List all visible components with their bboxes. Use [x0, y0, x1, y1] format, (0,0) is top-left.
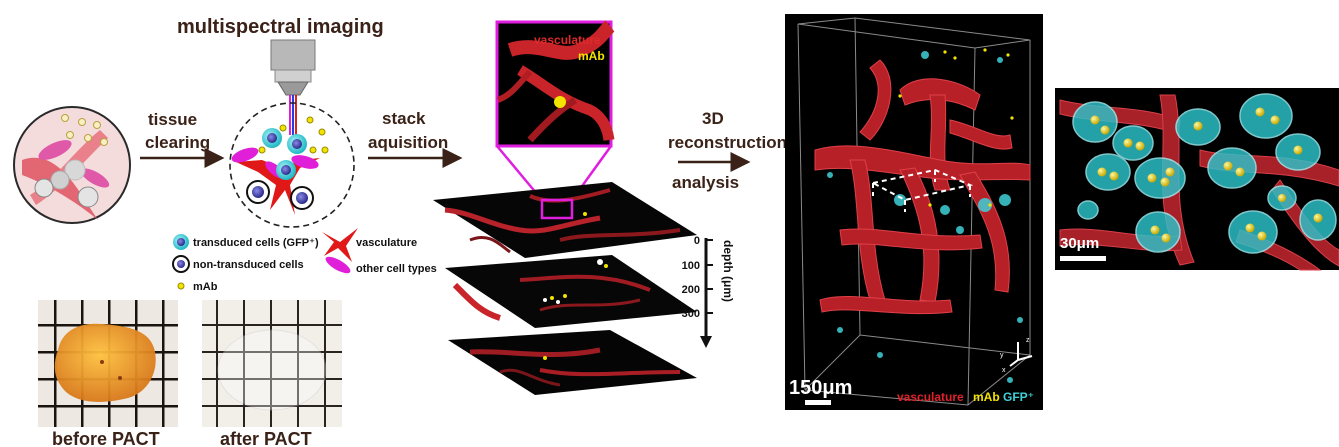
depth-tick-0: 0 [694, 235, 700, 247]
after-pact-label: after PACT [220, 429, 312, 447]
render-legend-vasculature: vasculature [897, 390, 964, 404]
depth-axis-label: depth (μm) [721, 240, 735, 302]
before-pact-label: before PACT [52, 429, 160, 447]
legend-mab-icon [177, 282, 185, 290]
axis-z-label: z [1026, 337, 1030, 344]
tissue-sample [13, 106, 131, 224]
axis-triad-icon [1009, 342, 1033, 367]
render-legend-gfp: GFP⁺ [1003, 390, 1034, 404]
legend-transduced-label: transduced cells (GFP⁺) [193, 237, 319, 249]
render-scale-label: 150μm [789, 377, 852, 399]
legend-other-label: other cell types [356, 263, 437, 275]
step-stack-label: stack [382, 109, 426, 128]
zoom-vasculature-label: vasculature [534, 33, 601, 47]
stack-slice-2 [445, 255, 697, 328]
step-3d-label: 3D [702, 109, 724, 128]
zoom-mab-label: mAb [578, 49, 605, 63]
stack-slice-3 [433, 182, 697, 258]
zoom-inset [495, 20, 615, 148]
depth-tick-100: 100 [682, 260, 700, 272]
microscope-objective-icon [270, 39, 316, 135]
closeup-scale-label: 30μm [1060, 235, 1099, 252]
stack-slice-1 [448, 330, 697, 395]
image-stack [433, 182, 697, 395]
axis-y-label: y [1000, 352, 1004, 359]
cleared-sample [229, 102, 355, 228]
closeup-scale-bar [1060, 256, 1106, 261]
depth-axis: 0 100 200 300 depth (μm) [682, 235, 735, 348]
axis-x-label: x [1002, 367, 1006, 374]
step-analysis-label: analysis [672, 173, 739, 192]
photo-before-pact [38, 300, 178, 427]
render-legend-mab: mAb [973, 390, 1000, 404]
step-aquisition-label: aquisition [368, 133, 448, 152]
depth-tick-300: 300 [682, 308, 700, 320]
legend-other-icon [325, 256, 351, 274]
closeup-render: 30μm [1055, 88, 1339, 271]
step-clearing-label: clearing [145, 133, 210, 152]
legend-vasculature-label: vasculature [356, 237, 417, 249]
render-scale-bar [805, 400, 831, 405]
render-3d: z y x 150μm vasculature mAb GFP⁺ [785, 14, 1043, 410]
depth-tick-200: 200 [682, 284, 700, 296]
photo-after-pact [202, 300, 342, 427]
figure-title: multispectral imaging [177, 16, 384, 38]
legend-vasculature-icon [322, 228, 358, 262]
step-reconstruction-label: reconstruction [668, 133, 787, 152]
step-tissue-label: tissue [148, 110, 197, 129]
legend-mab-label: mAb [193, 281, 218, 293]
legend-non-transduced-label: non-transduced cells [193, 259, 304, 271]
legend: transduced cells (GFP⁺) non-transduced c… [172, 228, 437, 293]
